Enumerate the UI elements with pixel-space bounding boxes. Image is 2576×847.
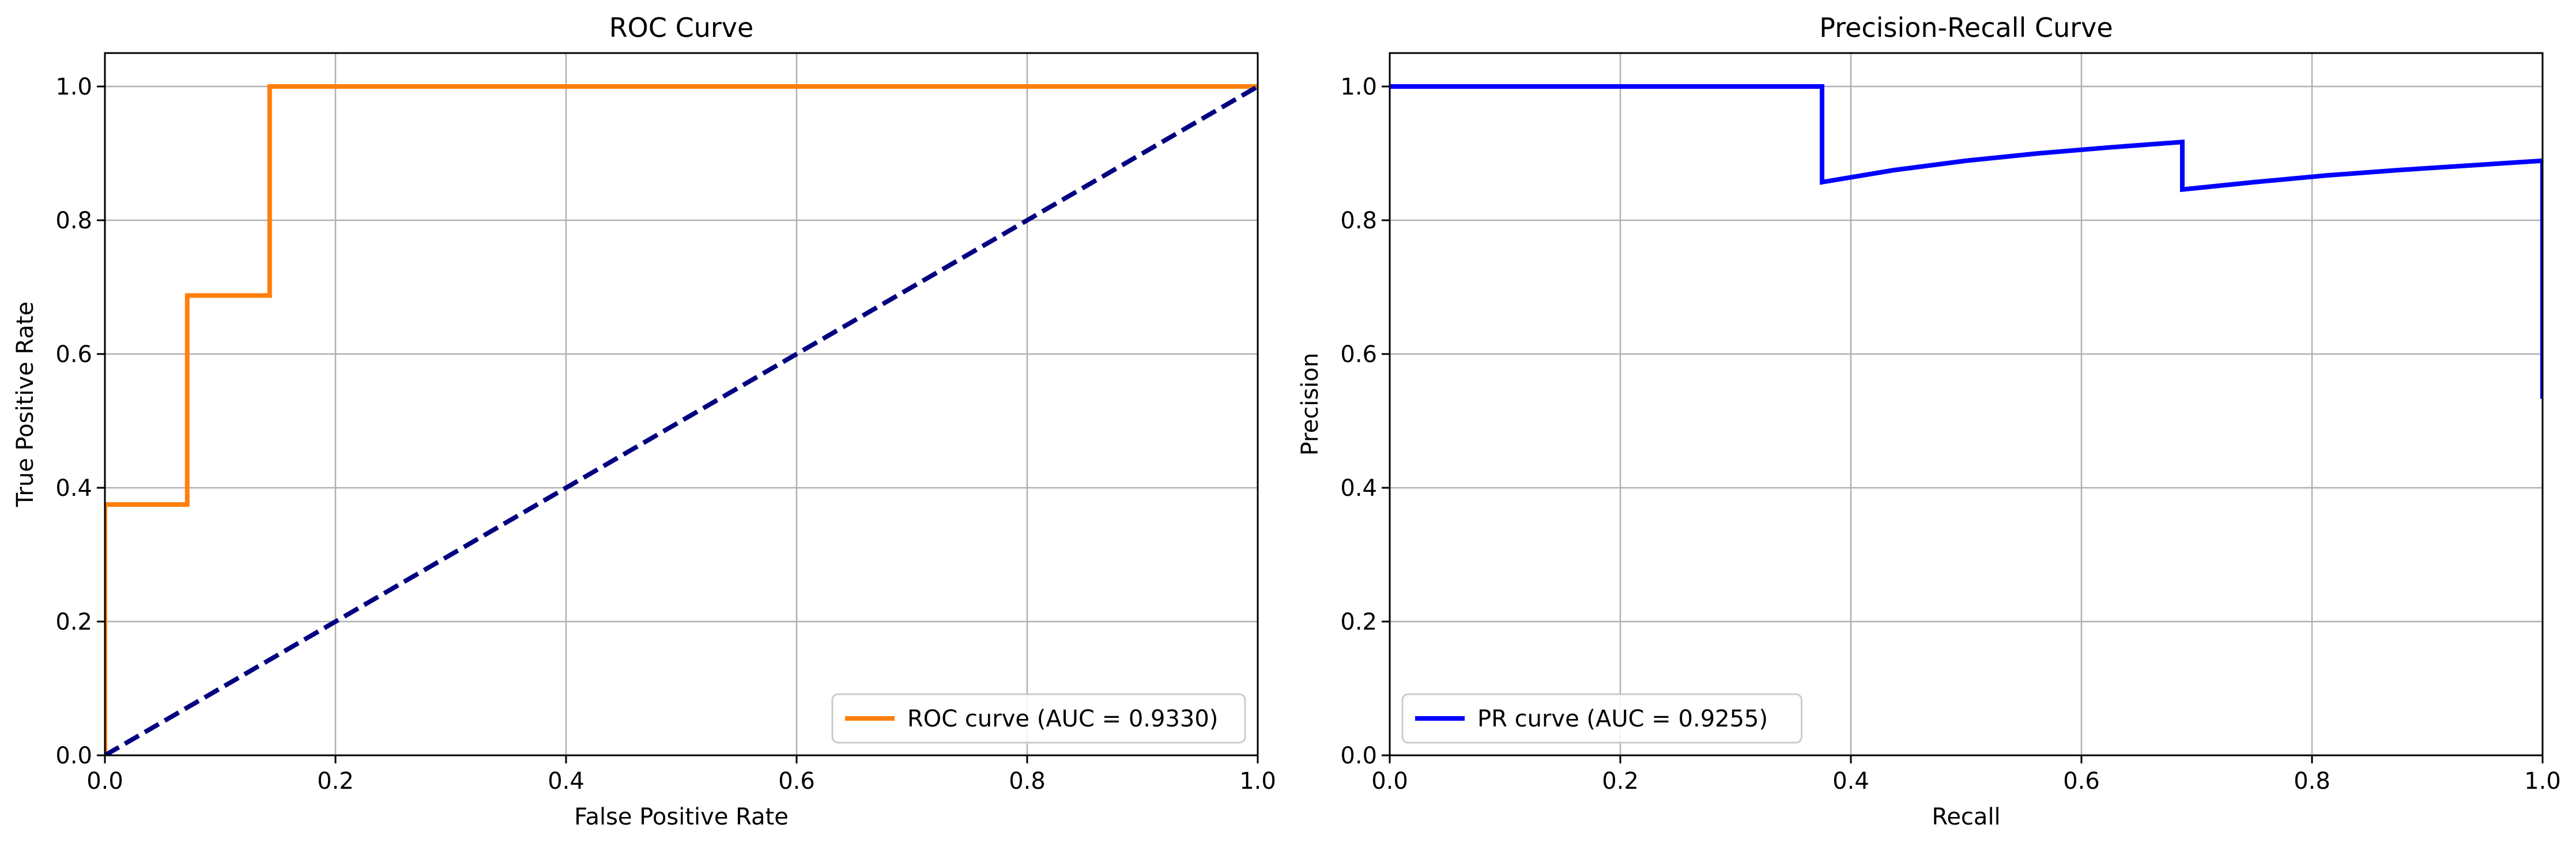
legend-box xyxy=(1401,693,1802,744)
chart-panel-2: 0.0 0.2 0.4 0.6 0.8 1.0 0.0 0.2 0.4 0.6 0.8 1.0 Prec… xyxy=(1297,12,2561,830)
x-tick-label: 0.4 xyxy=(548,768,584,795)
plot-frame xyxy=(104,52,1259,756)
x-tick-label: 0.0 xyxy=(86,768,123,795)
x-tick-label: 0.8 xyxy=(2294,768,2330,795)
x-tick-label: 0.2 xyxy=(1602,768,1639,795)
x-tick-label: 1.0 xyxy=(1239,768,1276,795)
x-tick-label: 0.4 xyxy=(1832,768,1869,795)
legend-label: PR curve (AUC = 0.9255) xyxy=(1477,706,1768,732)
diagonal-reference-line xyxy=(105,84,1258,755)
y-axis-label: True Positive Rate xyxy=(12,302,39,507)
y-tick-label: 0.4 xyxy=(1340,475,1377,502)
y-tick-label: 1.0 xyxy=(55,74,92,100)
y-tick-label: 0.8 xyxy=(55,208,92,234)
legend: ROC curve (AUC = 0.9330) xyxy=(831,693,1246,744)
x-tick-label: 0.0 xyxy=(1371,768,1408,795)
x-axis-label: Recall xyxy=(1932,804,2000,830)
x-tick-label: 1.0 xyxy=(2524,768,2561,795)
legend-box xyxy=(831,693,1246,744)
x-tick-label: 0.8 xyxy=(1009,768,1046,795)
legend: PR curve (AUC = 0.9255) xyxy=(1401,693,1802,744)
y-tick-label: 1.0 xyxy=(1340,74,1377,100)
chart-title: Precision-Recall Curve xyxy=(1819,12,2113,43)
chart-title: ROC Curve xyxy=(609,12,754,43)
x-tick-label: 0.6 xyxy=(2063,768,2100,795)
chart-panel-1: 0.0 0.2 0.4 0.6 0.8 1.0 0.0 0.2 0.4 0.6 0.8 1.0 ROC … xyxy=(12,12,1276,830)
y-tick-label: 0.6 xyxy=(55,341,92,368)
plot-frame xyxy=(1389,52,2544,756)
y-axis-label: Precision xyxy=(1297,353,1323,456)
y-tick-label: 0.6 xyxy=(1340,341,1377,368)
series-line-1 xyxy=(105,84,1258,755)
y-tick-label: 0.0 xyxy=(55,743,92,769)
x-tick-label: 0.2 xyxy=(317,768,354,795)
y-tick-label: 0.8 xyxy=(1340,208,1377,234)
y-tick-label: 0.4 xyxy=(55,475,92,502)
series-line-1 xyxy=(1390,84,2543,399)
x-axis-label: False Positive Rate xyxy=(574,804,789,830)
y-tick-label: 0.2 xyxy=(1340,609,1377,635)
legend-label: ROC curve (AUC = 0.9330) xyxy=(907,706,1218,732)
y-tick-label: 0.2 xyxy=(55,609,92,635)
y-tick-label: 0.0 xyxy=(1340,743,1377,769)
x-tick-label: 0.6 xyxy=(778,768,815,795)
